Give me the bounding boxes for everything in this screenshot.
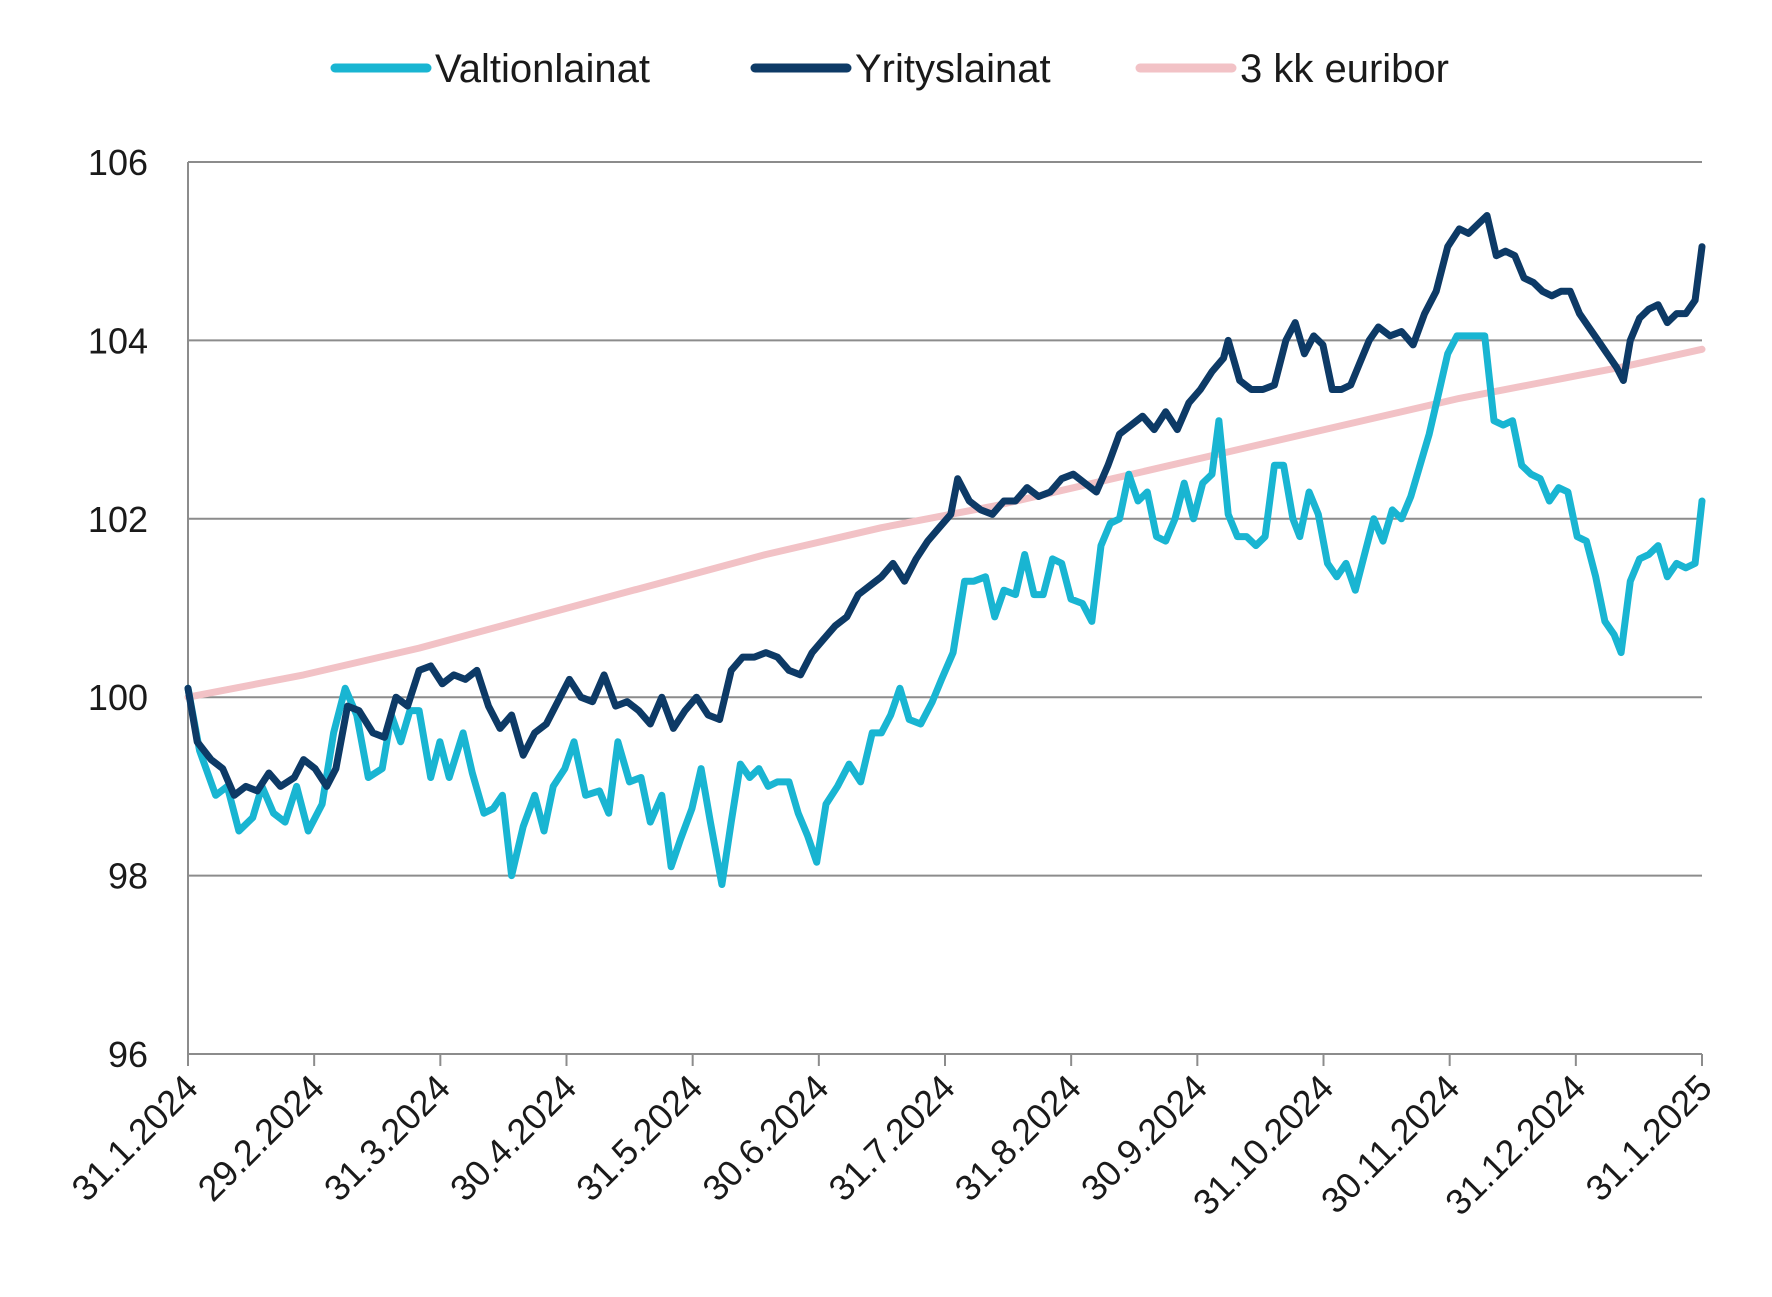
legend-label-0: Valtionlainat xyxy=(435,47,650,91)
y-axis-ticks: 96 98 100 102 104 106 xyxy=(88,142,148,1075)
x-tick-label: 31.1.2025 xyxy=(1577,1067,1719,1209)
legend: Valtionlainat Yrityslainat 3 kk euribor xyxy=(330,47,1449,91)
series-lines xyxy=(184,212,1706,888)
legend-label-2: 3 kk euribor xyxy=(1240,47,1449,91)
y-tick-label: 98 xyxy=(108,856,148,897)
legend-label-1: Yrityslainat xyxy=(855,47,1051,91)
x-tick-label: 29.2.2024 xyxy=(190,1067,332,1209)
y-tick-label: 104 xyxy=(88,320,148,361)
y-tick-label: 106 xyxy=(88,142,148,183)
axes xyxy=(187,162,1702,1055)
x-tick-label: 31.8.2024 xyxy=(947,1067,1089,1209)
y-tick-label: 100 xyxy=(88,677,148,718)
series-line-0 xyxy=(184,332,1706,888)
x-tick-label: 31.3.2024 xyxy=(316,1067,458,1209)
x-tick-label: 31.1.2024 xyxy=(63,1067,205,1209)
x-tick-label: 30.6.2024 xyxy=(694,1067,836,1209)
x-tick-label: 30.4.2024 xyxy=(442,1067,584,1209)
y-tick-label: 102 xyxy=(88,499,148,540)
y-tick-label: 96 xyxy=(108,1034,148,1075)
series-line-1 xyxy=(184,212,1706,799)
x-tick-label: 31.7.2024 xyxy=(820,1067,962,1209)
x-axis-ticks: 31.1.202429.2.202431.3.202430.4.202431.5… xyxy=(63,1054,1720,1223)
x-tick-label: 31.5.2024 xyxy=(568,1067,710,1209)
